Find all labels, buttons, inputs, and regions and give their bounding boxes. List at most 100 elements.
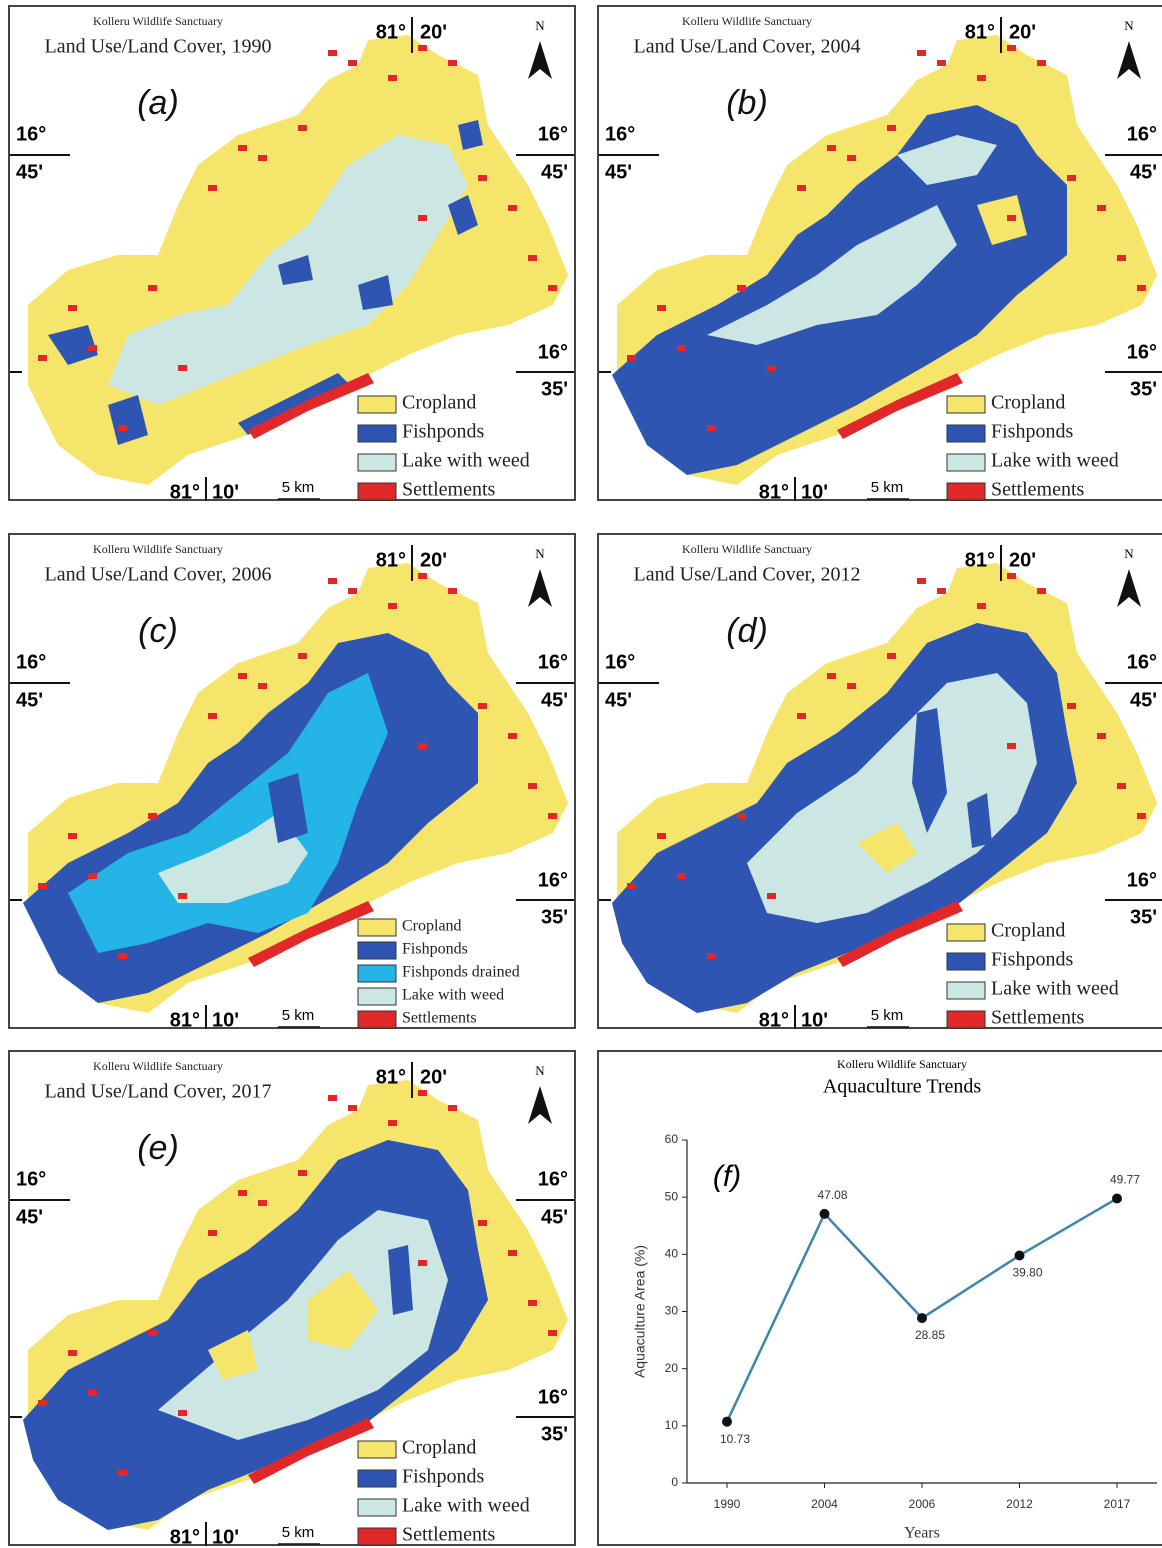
legend-swatch bbox=[947, 982, 985, 999]
legend-swatch bbox=[947, 396, 985, 413]
latitude-minute: 45' bbox=[541, 689, 568, 711]
north-label: N bbox=[1124, 546, 1134, 561]
legend-swatch bbox=[358, 1441, 396, 1458]
legend-swatch bbox=[358, 1499, 396, 1516]
settlement bbox=[448, 1105, 457, 1111]
longitude-minute: 20' bbox=[1009, 21, 1036, 43]
settlement bbox=[627, 883, 636, 889]
latitude-minute: 45' bbox=[16, 689, 43, 711]
settlement bbox=[38, 355, 47, 361]
settlement bbox=[478, 1220, 487, 1226]
settlement bbox=[178, 893, 187, 899]
settlement bbox=[528, 1300, 537, 1306]
settlement bbox=[118, 953, 127, 959]
legend-swatch bbox=[358, 942, 396, 959]
legend-swatch bbox=[358, 965, 396, 982]
y-tick-label: 0 bbox=[671, 1475, 678, 1489]
latitude-minute: 45' bbox=[605, 689, 632, 711]
settlement bbox=[937, 588, 946, 594]
legend-label: Lake with weed bbox=[402, 450, 530, 472]
data-point bbox=[1015, 1250, 1025, 1260]
latitude-degree: 16° bbox=[16, 1168, 46, 1190]
legend-swatch bbox=[947, 483, 985, 500]
map-source: Kolleru Wildlife Sanctuary bbox=[93, 542, 223, 556]
settlement bbox=[418, 45, 427, 51]
legend-label: Fishponds bbox=[991, 421, 1073, 443]
settlement bbox=[148, 285, 157, 291]
settlement bbox=[328, 50, 337, 56]
north-label: N bbox=[535, 18, 545, 33]
settlement bbox=[258, 1200, 267, 1206]
settlement bbox=[1007, 45, 1016, 51]
north-label: N bbox=[535, 1063, 545, 1078]
latitude-minute: 35' bbox=[1130, 906, 1157, 928]
settlement bbox=[418, 215, 427, 221]
data-label: 49.77 bbox=[1110, 1173, 1140, 1187]
x-tick-label: 2017 bbox=[1104, 1497, 1131, 1511]
settlement bbox=[348, 60, 357, 66]
legend-label: Settlements bbox=[991, 1007, 1085, 1029]
settlement bbox=[448, 60, 457, 66]
settlement bbox=[348, 588, 357, 594]
settlement bbox=[528, 255, 537, 261]
longitude-minute: 10' bbox=[212, 1009, 239, 1031]
data-point bbox=[820, 1209, 830, 1219]
figure: Kolleru Wildlife Sanctuary Land Use/Land … bbox=[0, 0, 1162, 1548]
longitude-minute: 20' bbox=[420, 21, 447, 43]
latitude-minute: 45' bbox=[541, 161, 568, 183]
legend-label: Cropland bbox=[991, 392, 1065, 414]
panel-label: (c) bbox=[138, 612, 178, 650]
data-label: 39.80 bbox=[1012, 1266, 1042, 1280]
data-point bbox=[722, 1417, 732, 1427]
settlement bbox=[657, 833, 666, 839]
settlement bbox=[118, 425, 127, 431]
panel-label: (d) bbox=[726, 612, 768, 650]
legend-swatch bbox=[947, 924, 985, 941]
latitude-minute: 45' bbox=[605, 161, 632, 183]
legend-label: Cropland bbox=[402, 392, 476, 414]
longitude-minute: 10' bbox=[801, 481, 828, 503]
settlement bbox=[1097, 733, 1106, 739]
legend-swatch bbox=[358, 1528, 396, 1545]
legend-swatch bbox=[358, 919, 396, 936]
longitude-degree: 81° bbox=[170, 1526, 200, 1548]
longitude-minute: 20' bbox=[1009, 549, 1036, 571]
y-tick-label: 40 bbox=[665, 1247, 679, 1261]
legend-label: Lake with weed bbox=[991, 450, 1119, 472]
map-source: Kolleru Wildlife Sanctuary bbox=[93, 1059, 223, 1073]
north-label: N bbox=[535, 546, 545, 561]
settlement bbox=[528, 783, 537, 789]
legend-label: Cropland bbox=[402, 1437, 476, 1459]
chart-title: Aquaculture Trends bbox=[823, 1076, 982, 1098]
scale-label: 5 km bbox=[282, 1524, 315, 1541]
settlement bbox=[88, 873, 97, 879]
map-title: Land Use/Land Cover, 2004 bbox=[634, 36, 861, 58]
settlement bbox=[388, 1120, 397, 1126]
settlement bbox=[68, 1350, 77, 1356]
longitude-degree: 81° bbox=[965, 21, 995, 43]
settlement bbox=[1037, 60, 1046, 66]
legend-label: Settlements bbox=[402, 479, 496, 501]
settlement bbox=[1117, 255, 1126, 261]
panel-label: (e) bbox=[137, 1129, 179, 1167]
data-label: 28.85 bbox=[915, 1328, 945, 1342]
latitude-minute: 45' bbox=[16, 161, 43, 183]
x-tick-label: 2004 bbox=[811, 1497, 838, 1511]
latitude-degree: 16° bbox=[16, 123, 46, 145]
legend-label: Lake with weed bbox=[991, 978, 1119, 1000]
settlement bbox=[258, 683, 267, 689]
settlement bbox=[118, 1470, 127, 1476]
longitude-degree: 81° bbox=[376, 1066, 406, 1088]
settlement bbox=[388, 603, 397, 609]
settlement bbox=[328, 1095, 337, 1101]
settlement bbox=[1037, 588, 1046, 594]
x-tick-label: 2006 bbox=[909, 1497, 936, 1511]
settlement bbox=[677, 345, 686, 351]
scale-label: 5 km bbox=[282, 1007, 315, 1024]
settlement bbox=[418, 743, 427, 749]
longitude-degree: 81° bbox=[759, 481, 789, 503]
settlement bbox=[548, 1330, 557, 1336]
longitude-minute: 20' bbox=[420, 549, 447, 571]
y-tick-label: 30 bbox=[665, 1304, 679, 1318]
